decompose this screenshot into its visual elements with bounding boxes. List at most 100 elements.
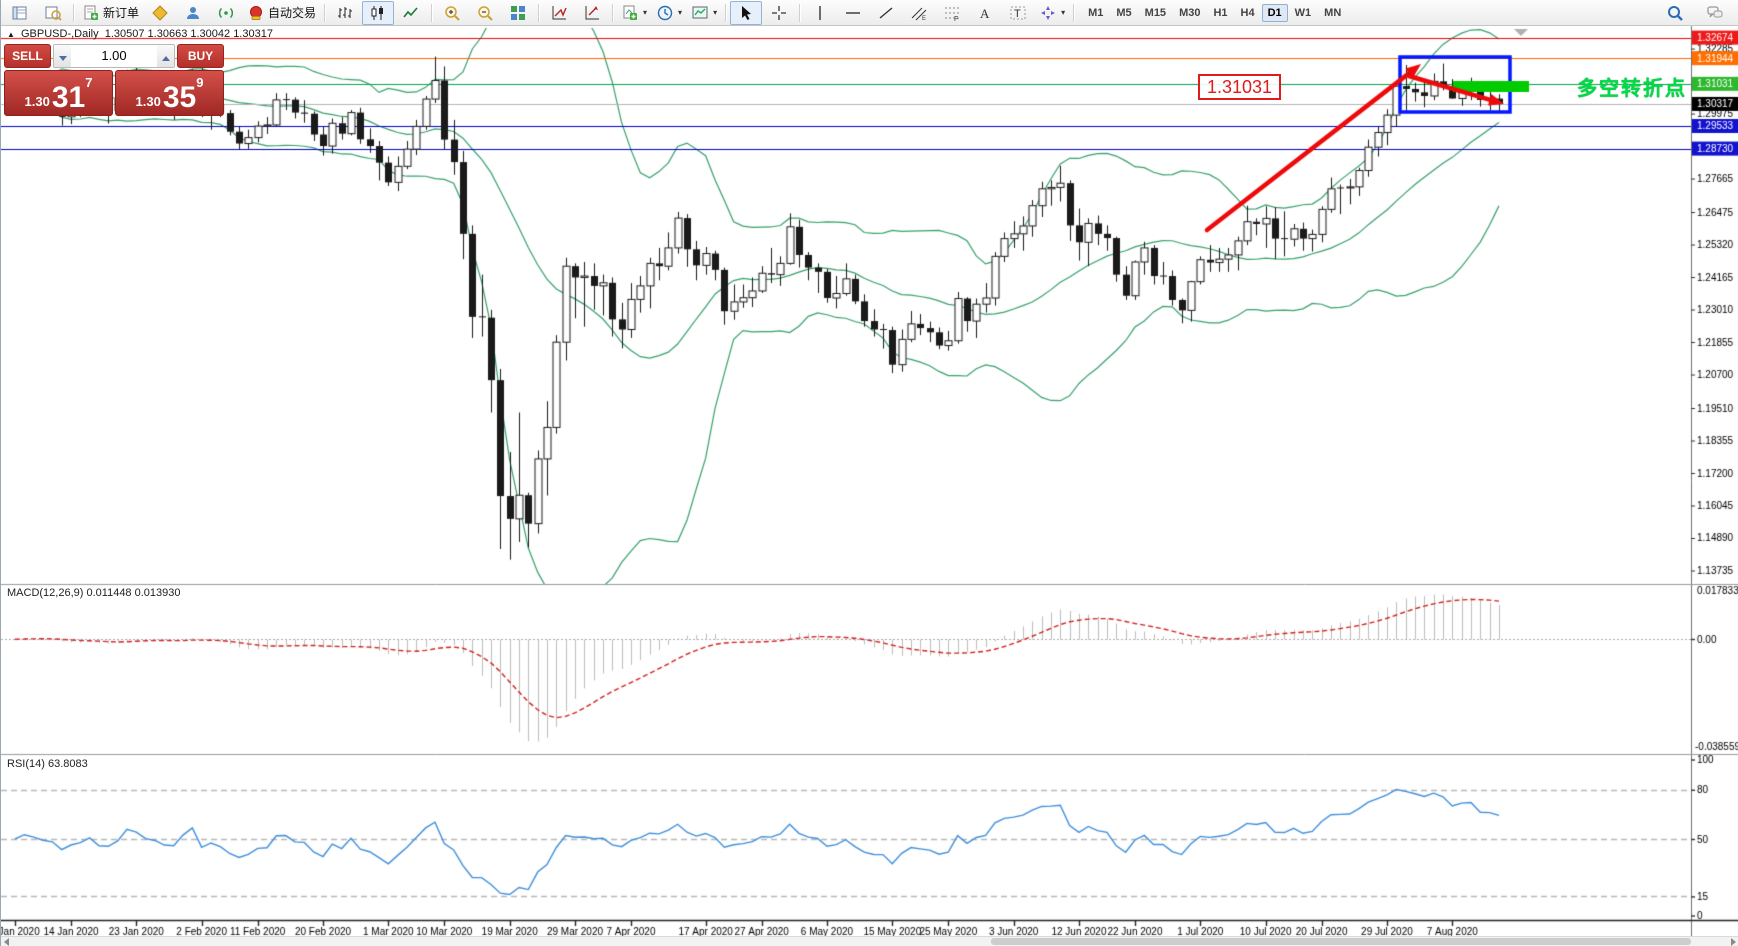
- indicators-dropdown[interactable]: ▾: [617, 1, 651, 25]
- chart-objects-button[interactable]: [576, 1, 608, 25]
- toolbar-separator: [73, 3, 74, 22]
- collapse-trade-panel-icon[interactable]: ▲: [7, 30, 15, 39]
- line-chart-type-button[interactable]: [395, 1, 427, 25]
- timeframe-m15[interactable]: M15: [1144, 6, 1167, 19]
- horizontal-line-tool[interactable]: [837, 1, 869, 25]
- price-callout-1-31031[interactable]: 1.31031: [1198, 74, 1282, 100]
- macd-indicator-label: MACD(12,26,9) 0.011448 0.013930: [7, 587, 181, 599]
- clock-icon: [656, 4, 674, 22]
- candlestick-icon: [369, 4, 387, 22]
- horizontal-scrollbar[interactable]: [1, 936, 1738, 946]
- toolbar-separator: [612, 3, 614, 22]
- community-button[interactable]: [177, 1, 209, 25]
- svg-text:A: A: [980, 6, 990, 21]
- symbol-name: GBPUSD-,Daily: [20, 28, 99, 40]
- timeframe-m30[interactable]: M30: [1179, 6, 1201, 19]
- triangle-down-icon: [58, 55, 67, 61]
- buy-price-small: 1.30: [135, 94, 161, 109]
- timeframe-d1[interactable]: D1: [1261, 3, 1288, 22]
- signals-icon: [217, 4, 235, 22]
- zoom-in-icon: [443, 4, 461, 22]
- sell-price-panel[interactable]: 1.30 31 7: [4, 70, 113, 116]
- navigator-icon: [44, 4, 62, 22]
- bar-chart-icon: [336, 4, 354, 22]
- volume-increase-button[interactable]: [157, 45, 174, 67]
- toolbar-separator: [725, 3, 727, 22]
- vertical-line-tool[interactable]: [804, 1, 836, 25]
- add-indicator-icon: [621, 4, 639, 22]
- timeframe-h4[interactable]: H4: [1240, 6, 1255, 19]
- equidistant-channel-tool[interactable]: E: [903, 1, 935, 25]
- indicator-window-button[interactable]: [543, 1, 575, 25]
- timeframe-w1[interactable]: W1: [1294, 6, 1312, 19]
- one-click-trading-panel: SELL 1.00 BUY 1.30 31 7 1.30 35 9: [4, 44, 224, 116]
- new-chart-arrow-icon: [550, 4, 568, 22]
- toolbar-separator: [538, 3, 540, 22]
- zoom-out-button[interactable]: [469, 1, 501, 25]
- buy-price-big: 35: [162, 81, 197, 114]
- svg-text:T: T: [1014, 8, 1021, 20]
- bar-chart-type-button[interactable]: [329, 1, 361, 25]
- search-button[interactable]: [1659, 1, 1691, 25]
- auto-trading-button-label: 自动交易: [268, 6, 317, 20]
- cursor-tool-button[interactable]: [730, 0, 763, 25]
- new-order-button-label: 新订单: [103, 6, 140, 20]
- text-tool[interactable]: A: [969, 1, 1001, 25]
- signals-button[interactable]: [210, 1, 242, 25]
- templates-dropdown[interactable]: ▾: [687, 1, 721, 25]
- market-watch-icon: [11, 4, 29, 22]
- navigator-button[interactable]: [37, 1, 69, 25]
- tile-windows-button[interactable]: [502, 1, 534, 25]
- text-icon: A: [976, 4, 994, 22]
- community-chat-button[interactable]: [1699, 1, 1731, 25]
- bull-bear-turning-point-note[interactable]: 多空转折点: [1577, 78, 1687, 100]
- new-order-button[interactable]: 新订单: [78, 1, 143, 25]
- timeframe-h1[interactable]: H1: [1213, 6, 1228, 19]
- chart-marker-icon: [583, 4, 601, 22]
- candlestick-chart-type-button[interactable]: [362, 0, 395, 25]
- chevron-down-icon: ▾: [713, 8, 718, 17]
- toolbar-separator: [431, 3, 433, 22]
- timeframe-m5[interactable]: M5: [1116, 6, 1132, 19]
- buy-button[interactable]: BUY: [177, 44, 224, 68]
- text-label-tool[interactable]: T: [1002, 1, 1034, 25]
- quotes-button[interactable]: [144, 1, 176, 25]
- toolbar-separator: [324, 3, 326, 22]
- sell-price-sup: 7: [85, 75, 93, 90]
- buy-price-panel[interactable]: 1.30 35 9: [115, 70, 224, 116]
- timeframe-m1[interactable]: M1: [1088, 6, 1104, 19]
- zoom-out-icon: [476, 4, 494, 22]
- channel-icon: E: [910, 4, 928, 22]
- line-chart-icon: [402, 4, 420, 22]
- crosshair-tool-button[interactable]: [763, 1, 795, 25]
- scroll-right-icon[interactable]: [1731, 938, 1736, 946]
- timeframe-mn[interactable]: MN: [1324, 6, 1342, 19]
- text-label-icon: T: [1009, 4, 1027, 22]
- tile-windows-icon: [509, 4, 527, 22]
- arrow-objects-dropdown[interactable]: ▾: [1035, 1, 1069, 25]
- market-watch-button[interactable]: [4, 1, 36, 25]
- volume-stepper: 1.00: [53, 44, 175, 68]
- community-icon: [184, 4, 202, 22]
- scroll-left-icon[interactable]: [4, 938, 9, 946]
- volume-value[interactable]: 1.00: [101, 48, 127, 63]
- auto-trading-button[interactable]: 自动交易: [243, 1, 320, 25]
- crosshair-icon: [770, 4, 788, 22]
- trendline-tool[interactable]: [870, 1, 902, 25]
- scrollbar-thumb[interactable]: [991, 938, 1691, 945]
- quotes-cube-icon: [151, 4, 169, 22]
- template-icon: [691, 4, 709, 22]
- symbol-header: ▲ GBPUSD-,Daily 1.30507 1.30663 1.30042 …: [7, 28, 273, 40]
- timeframe-toolbar: M1 M5 M15 M30 H1 H4 D1 W1 MN: [1082, 3, 1347, 22]
- chevron-down-icon: ▾: [1061, 8, 1066, 17]
- toolbar-separator: [1073, 3, 1075, 22]
- symbol-ohlc: 1.30507 1.30663 1.30042 1.30317: [104, 28, 273, 40]
- cursor-icon: [737, 4, 755, 22]
- periods-dropdown[interactable]: ▾: [652, 1, 686, 25]
- fibonacci-tool[interactable]: F: [936, 1, 968, 25]
- zoom-in-button[interactable]: [436, 1, 468, 25]
- sell-button[interactable]: SELL: [4, 44, 51, 68]
- volume-decrease-button[interactable]: [54, 45, 71, 67]
- horizontal-line-icon: [844, 4, 862, 22]
